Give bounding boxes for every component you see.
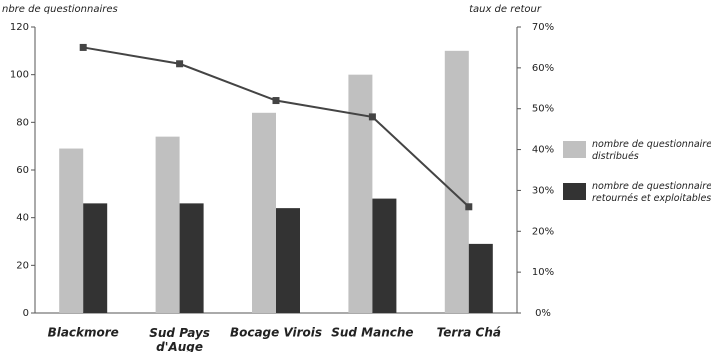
bar	[83, 203, 108, 313]
line-marker	[272, 97, 280, 105]
y2-tick-label: 70%	[532, 22, 554, 33]
legend-swatch	[563, 183, 586, 200]
x-tick-label: Sud Manche	[331, 326, 413, 340]
bar	[468, 243, 493, 313]
line-marker	[368, 113, 376, 121]
line-marker	[79, 43, 87, 51]
y2-tick-label: 0%	[535, 308, 551, 319]
y-tick-label: 40	[16, 213, 29, 224]
y2-tick-label: 60%	[532, 63, 554, 74]
y-tick-label: 120	[10, 22, 29, 33]
y2-tick-label: 50%	[532, 104, 554, 115]
y2-tick-label: 20%	[532, 226, 554, 237]
x-tick-label: Bocage Virois	[230, 326, 322, 340]
x-tick-label: Blackmore	[48, 326, 119, 340]
bar	[252, 112, 276, 313]
y2-tick-label: 40%	[532, 145, 554, 156]
x-tick-label: Terra Chá	[437, 326, 501, 340]
y2-tick-label: 10%	[532, 267, 554, 278]
y-axis-title: nbre de questionnaires	[2, 4, 118, 15]
y2-axis-title: taux de retour	[469, 4, 542, 15]
line-marker	[176, 60, 184, 68]
legend-swatch	[563, 141, 586, 158]
bar	[59, 148, 84, 313]
legend-label: nombre de questionnaires retournés et exp…	[592, 181, 711, 204]
bar	[372, 198, 397, 313]
y-tick-label: 20	[16, 260, 29, 271]
bar	[444, 50, 469, 313]
x-tick-label: Sud Pays d'Auge	[149, 326, 210, 352]
y2-tick-label: 30%	[532, 185, 554, 196]
y-tick-label: 80	[16, 117, 29, 128]
y-tick-label: 100	[10, 70, 29, 81]
y-tick-label: 0	[23, 308, 29, 319]
bar	[155, 136, 180, 313]
line-marker	[465, 203, 473, 211]
legend-label: nombre de questionnaires distribués	[592, 139, 711, 162]
bar	[276, 208, 300, 313]
y-tick-label: 60	[16, 165, 29, 176]
bar	[348, 74, 373, 314]
bar	[179, 203, 204, 313]
